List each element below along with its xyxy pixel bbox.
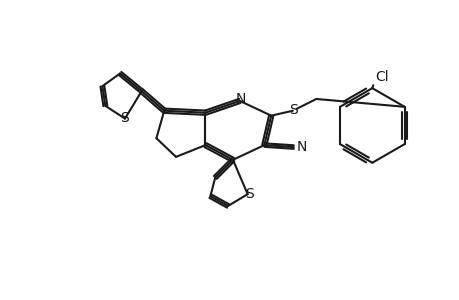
Text: N: N <box>235 92 246 106</box>
Text: Cl: Cl <box>375 70 388 84</box>
Text: S: S <box>245 187 253 201</box>
Text: N: N <box>296 140 307 154</box>
Text: S: S <box>289 103 297 117</box>
Text: S: S <box>120 111 129 124</box>
